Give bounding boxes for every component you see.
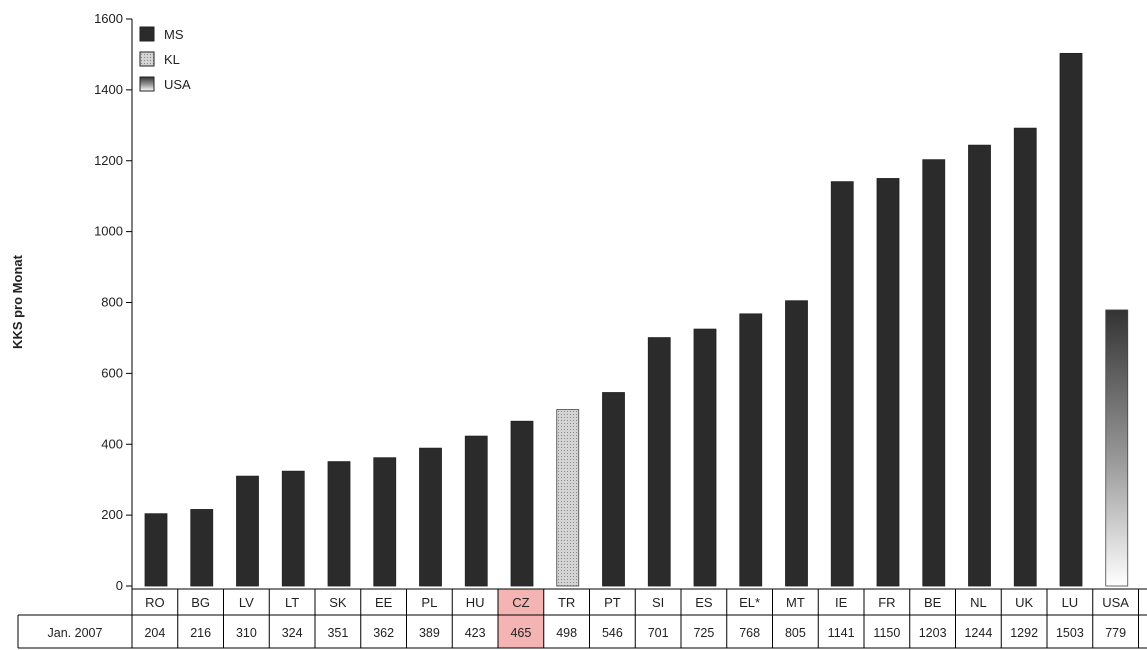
category-label: BE (924, 595, 942, 610)
category-label: MT (786, 595, 805, 610)
value-label: 1292 (1010, 626, 1038, 640)
bar-hu (464, 435, 488, 587)
category-label: PL (421, 595, 437, 610)
value-label: 498 (556, 626, 577, 640)
legend-swatch-kl (139, 51, 155, 67)
highlight-cell (498, 589, 544, 648)
category-label: LT (285, 595, 299, 610)
bar-lt (281, 470, 305, 587)
bar-es (693, 328, 717, 587)
category-label: SI (652, 595, 664, 610)
y-tick-label: 0 (116, 578, 123, 593)
bar-pt (602, 392, 625, 587)
category-label: LV (239, 595, 254, 610)
value-label: 1503 (1056, 626, 1084, 640)
data-table: Jan. 2007 RO 204 BG 216 LV 310 LT 324 SK 351 EE 362 P… (17, 588, 1147, 649)
bar-usa (1105, 309, 1129, 587)
value-label: 216 (190, 626, 211, 640)
y-tick-label: 400 (101, 436, 123, 451)
value-label: 546 (602, 626, 623, 640)
value-label: 701 (648, 626, 669, 640)
bar-cz (510, 420, 534, 587)
y-tick-label: 600 (101, 365, 123, 380)
category-label: CZ (512, 595, 529, 610)
category-label: SK (329, 595, 347, 610)
legend-swatch-usa (139, 76, 155, 92)
category-label: BG (191, 595, 210, 610)
bar-elstar (739, 313, 763, 587)
value-label: 362 (373, 626, 394, 640)
category-label: EE (375, 595, 393, 610)
bar-ro (144, 513, 168, 587)
value-label: 310 (236, 626, 257, 640)
y-tick-label: 1400 (94, 82, 123, 97)
value-label: 805 (785, 626, 806, 640)
bar-nl (968, 144, 991, 587)
bar-be (922, 159, 946, 587)
value-label: 204 (144, 626, 165, 640)
table-row-label: Jan. 2007 (48, 626, 103, 640)
legend-swatch-ms (139, 26, 155, 42)
category-label: USA (1102, 595, 1129, 610)
value-label: 1150 (873, 626, 900, 640)
value-label: 768 (739, 626, 760, 640)
y-axis-title: KKS pro Monat (10, 254, 25, 349)
value-label: 1203 (919, 626, 947, 640)
category-label: TR (558, 595, 575, 610)
bar-bg (190, 509, 214, 587)
bar-sk (327, 461, 351, 587)
legend: MS KL USA (139, 26, 191, 92)
category-label: NL (970, 595, 987, 610)
category-label: LU (1062, 595, 1079, 610)
value-label: 1244 (964, 626, 992, 640)
bar-ie (830, 181, 854, 587)
bar-ee (373, 457, 397, 587)
bar-uk (1013, 127, 1037, 587)
bar-si (647, 337, 671, 587)
category-label: FR (878, 595, 895, 610)
bar-fr (876, 178, 900, 587)
category-label: IE (835, 595, 848, 610)
bars-group (144, 52, 1129, 587)
bar-lu (1059, 52, 1083, 587)
bar-mt (785, 300, 808, 587)
value-label: 389 (419, 626, 440, 640)
category-label: HU (466, 595, 485, 610)
legend-label-kl: KL (164, 52, 180, 67)
y-tick-label: 800 (101, 295, 123, 310)
bar-pl (419, 447, 442, 587)
value-label: 779 (1105, 626, 1126, 640)
y-tick-label: 1200 (94, 153, 123, 168)
y-tick-label: 200 (101, 507, 123, 522)
bar-tr (556, 409, 580, 587)
category-label: ES (695, 595, 713, 610)
value-label: 465 (510, 626, 531, 640)
legend-label-ms: MS (164, 27, 184, 42)
value-label: 351 (327, 626, 348, 640)
category-label: EL* (739, 595, 760, 610)
legend-label-usa: USA (164, 77, 191, 92)
bar-lv (236, 475, 259, 587)
category-label: PT (604, 595, 621, 610)
value-label: 423 (465, 626, 486, 640)
category-label: UK (1015, 595, 1033, 610)
value-label: 324 (282, 626, 303, 640)
y-tick-label: 1600 (94, 11, 123, 26)
y-tick-label: 1000 (94, 224, 123, 239)
y-axis: 0 200 400 600 800 1000 1200 1400 1600 (94, 11, 133, 593)
category-label: RO (145, 595, 165, 610)
value-label: 1141 (828, 626, 855, 640)
value-label: 725 (693, 626, 714, 640)
